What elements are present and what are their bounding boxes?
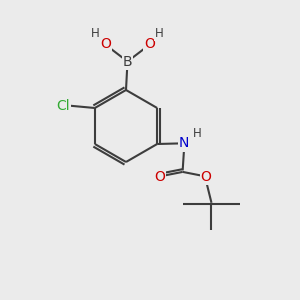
Text: H: H bbox=[155, 27, 164, 40]
Text: O: O bbox=[201, 170, 212, 184]
Text: N: N bbox=[179, 136, 189, 150]
Text: O: O bbox=[100, 38, 111, 51]
Text: B: B bbox=[123, 55, 132, 68]
Text: H: H bbox=[91, 27, 100, 40]
Text: H: H bbox=[192, 127, 201, 140]
Text: Cl: Cl bbox=[56, 99, 70, 112]
Text: O: O bbox=[144, 38, 155, 51]
Text: O: O bbox=[154, 170, 165, 184]
